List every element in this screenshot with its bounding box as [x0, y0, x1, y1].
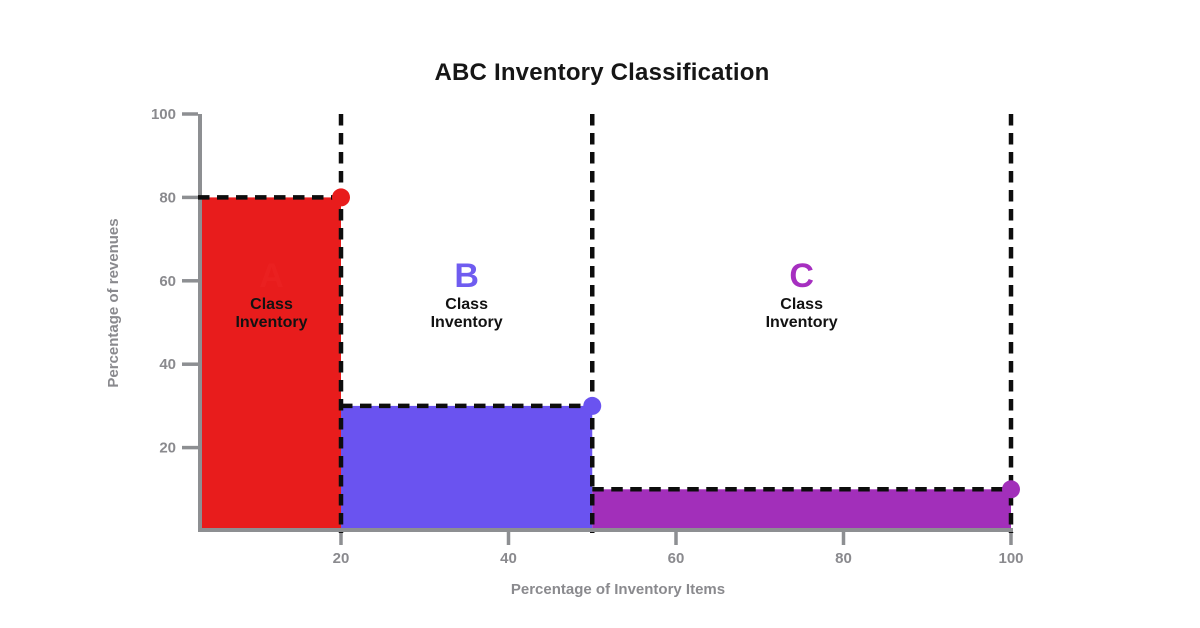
segment-label-b-line2: Inventory	[431, 314, 503, 331]
segment-letter-c: C	[789, 257, 814, 295]
x-tick-label: 40	[500, 550, 517, 567]
axes	[198, 114, 1013, 532]
x-tick-label: 60	[668, 550, 685, 567]
axis-ticks: 20 40 60 80 100 20 40 60 80 100	[151, 106, 1024, 567]
segment-labels: AClassInventoryBClassInventoryCClassInve…	[235, 257, 837, 331]
segment-label-b-line1: Class	[445, 296, 488, 313]
y-tick-label: 60	[159, 273, 176, 290]
x-tick-label: 100	[998, 550, 1023, 567]
segment-label-a-line1: Class	[250, 296, 293, 313]
segment-blocks	[202, 197, 1011, 528]
corner-dot-a	[332, 188, 350, 207]
segment-letter-b: B	[454, 257, 479, 295]
x-tick-label: 80	[835, 550, 852, 567]
y-tick-label: 100	[151, 106, 176, 123]
dashed-guides	[198, 114, 1014, 533]
segment-label-a-line2: Inventory	[235, 314, 307, 331]
segment-letter-a: A	[259, 257, 284, 295]
segment-label-c-line1: Class	[780, 296, 823, 313]
segment-label-c-line2: Inventory	[766, 314, 838, 331]
x-axis-label: Percentage of Inventory Items	[511, 581, 725, 598]
segment-block-a	[202, 197, 341, 528]
y-tick-label: 20	[159, 440, 176, 457]
corner-dot-b	[583, 396, 602, 415]
y-axis-label: Percentage of revenues	[105, 218, 122, 387]
y-tick-label: 40	[159, 356, 176, 373]
chart-title: ABC Inventory Classification	[434, 59, 769, 86]
y-tick-label: 80	[159, 189, 176, 206]
segment-block-b	[341, 405, 593, 528]
corner-dot-c	[1002, 480, 1020, 499]
x-tick-label: 20	[333, 550, 350, 567]
segment-block-c	[592, 489, 1011, 528]
corner-dots	[332, 188, 1020, 499]
